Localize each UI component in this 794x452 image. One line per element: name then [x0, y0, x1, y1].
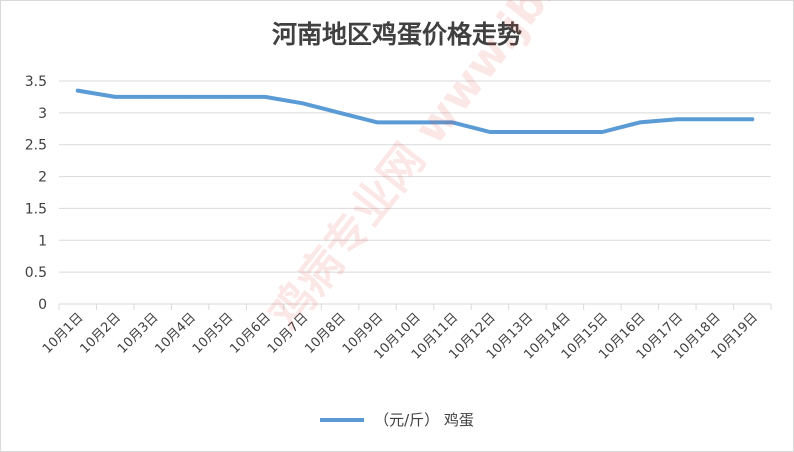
x-tick-label: 10月1日	[40, 310, 87, 357]
y-tick-label: 3	[38, 106, 47, 122]
legend: （元/斤） 鸡蛋	[1, 409, 793, 430]
data-point	[151, 95, 155, 99]
data-point	[301, 101, 305, 105]
legend-label: （元/斤） 鸡蛋	[374, 411, 474, 429]
data-point	[376, 120, 380, 124]
y-tick-label: 1	[38, 233, 47, 249]
y-tick-label: 2.5	[25, 138, 47, 154]
chart-title: 河南地区鸡蛋价格走势	[271, 20, 522, 49]
data-point	[113, 95, 117, 99]
data-point	[563, 130, 567, 134]
data-point	[638, 120, 642, 124]
y-tick-label: 2	[38, 170, 47, 186]
data-point	[750, 117, 754, 121]
y-tick-label: 0	[38, 297, 47, 313]
data-point	[675, 117, 679, 121]
data-point	[413, 120, 417, 124]
x-tick-label: 10月8日	[302, 310, 349, 357]
data-point	[188, 95, 192, 99]
x-tick-label: 10月3日	[115, 310, 162, 357]
data-point	[600, 130, 604, 134]
x-tick-label: 10月5日	[190, 310, 237, 357]
x-tick-label: 10月2日	[77, 310, 124, 357]
data-point	[713, 117, 717, 121]
data-point	[338, 111, 342, 115]
legend-swatch	[320, 417, 365, 422]
data-point	[226, 95, 230, 99]
x-tick-label: 10月6日	[227, 310, 274, 357]
data-point	[525, 130, 529, 134]
data-point	[76, 89, 80, 93]
series-line-0	[75, 88, 755, 134]
y-tick-label: 0.5	[25, 265, 47, 281]
data-point	[450, 120, 454, 124]
data-point	[488, 130, 492, 134]
y-tick-label: 1.5	[25, 201, 47, 217]
data-point	[263, 95, 267, 99]
line-chart-plot: 0 0.5 1 1.5 2 2.5 3 3.5 10月1日10月2日10月3日10月4日10月5…	[25, 74, 772, 363]
x-tick-label: 10月4日	[152, 310, 199, 357]
x-tick-label: 10月7日	[265, 310, 312, 357]
y-tick-label: 3.5	[25, 74, 47, 90]
